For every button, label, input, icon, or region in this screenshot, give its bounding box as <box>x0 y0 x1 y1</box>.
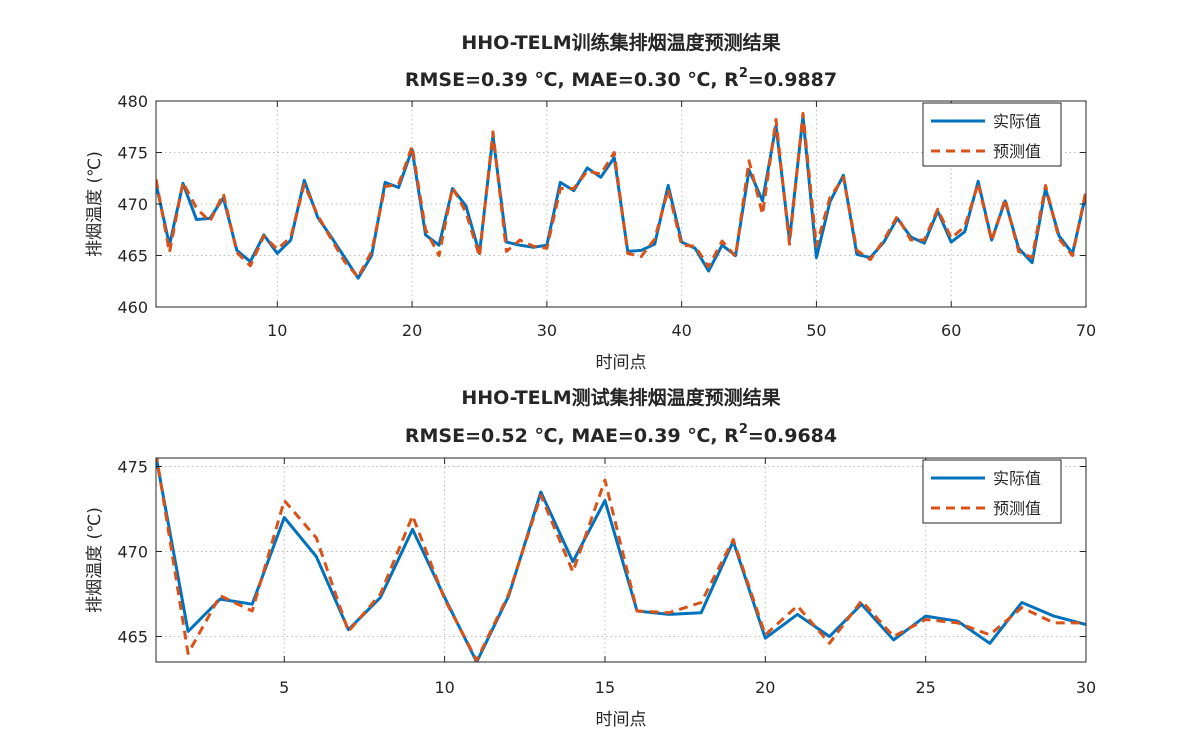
chart-title: HHO-TELM训练集排烟温度预测结果 <box>461 31 780 54</box>
x-tick-label: 25 <box>915 678 935 697</box>
subtitle-superscript: 2 <box>739 66 748 81</box>
x-tick-label: 15 <box>595 678 615 697</box>
x-axis-label: 时间点 <box>596 710 647 730</box>
y-tick-label: 475 <box>117 458 148 477</box>
y-tick-label: 480 <box>117 92 148 111</box>
chart-title: HHO-TELM测试集排烟温度预测结果 <box>461 386 780 409</box>
x-tick-label: 30 <box>537 321 557 340</box>
y-tick-label: 470 <box>117 543 148 562</box>
legend-label-predicted: 预测值 <box>993 142 1041 161</box>
chart-subtitle: RMSE=0.52 ℃, MAE=0.39 ℃, R2=0.9684 <box>405 422 837 447</box>
y-tick-label: 475 <box>117 144 148 163</box>
y-tick-label: 465 <box>117 628 148 647</box>
x-tick-label: 5 <box>279 678 289 697</box>
subtitle-metrics: RMSE=0.52 ℃, MAE=0.39 ℃, R <box>405 425 739 447</box>
x-tick-label: 20 <box>402 321 422 340</box>
series-line-actual <box>156 458 1086 662</box>
chart-1: 10 20 30 40 50 60 70 460 465 470 475 480 HHO-TELM训练集… <box>85 31 1096 373</box>
subtitle-metrics: RMSE=0.39 ℃, MAE=0.30 ℃, R <box>405 69 739 91</box>
chart-subtitle: RMSE=0.39 ℃, MAE=0.30 ℃, R2=0.9887 <box>405 66 837 91</box>
x-tick-label: 10 <box>434 678 454 697</box>
legend-label-actual: 实际值 <box>993 112 1041 131</box>
axes-box <box>155 457 1087 663</box>
x-tick-label: 40 <box>671 321 691 340</box>
y-axis-label: 排烟温度 (℃) <box>85 151 105 257</box>
legend-box <box>922 459 1062 524</box>
legend-box <box>922 102 1062 167</box>
y-tick-label: 465 <box>117 247 148 266</box>
legend-label-actual: 实际值 <box>993 469 1041 488</box>
subtitle-r2-value: =0.9684 <box>748 425 837 447</box>
subtitle-r2-value: =0.9887 <box>748 69 837 91</box>
legend-label-predicted: 预测值 <box>993 499 1041 518</box>
x-tick-label: 60 <box>941 321 961 340</box>
x-tick-label: 10 <box>267 321 287 340</box>
chart-2: 5 10 15 20 25 30 465 470 475 HHO-TELM测试集排烟温度预测结果 R… <box>85 386 1096 730</box>
x-axis-label: 时间点 <box>596 353 647 373</box>
y-tick-label: 460 <box>117 298 148 317</box>
x-tick-label: 30 <box>1076 678 1096 697</box>
subtitle-superscript: 2 <box>739 422 748 437</box>
x-tick-label: 50 <box>806 321 826 340</box>
series-line-predicted <box>156 111 1086 279</box>
y-axis-label: 排烟温度 (℃) <box>85 507 105 613</box>
x-tick-label: 70 <box>1076 321 1096 340</box>
y-tick-label: 470 <box>117 195 148 214</box>
x-tick-label: 20 <box>755 678 775 697</box>
